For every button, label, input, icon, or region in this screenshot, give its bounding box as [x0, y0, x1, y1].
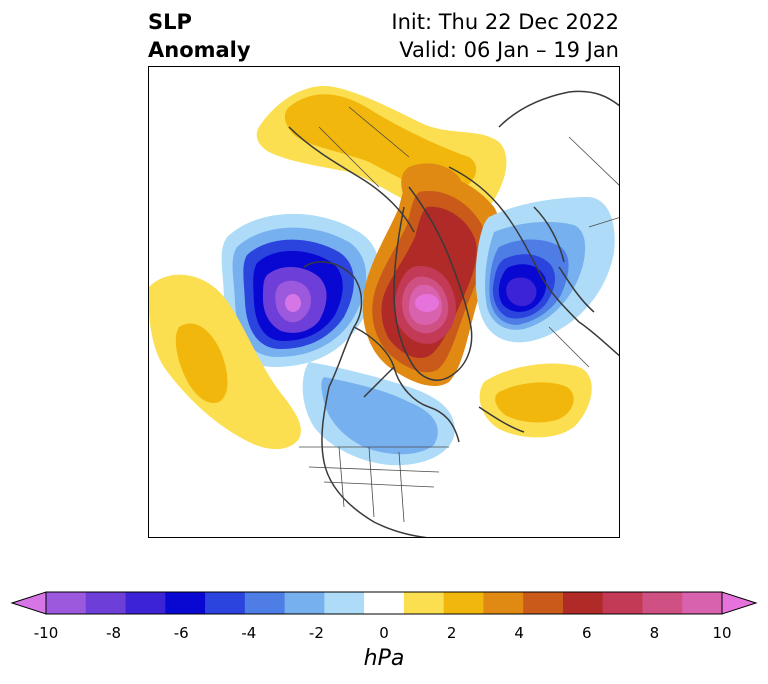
- colorbar: [10, 591, 758, 615]
- country-borders: [299, 106, 619, 523]
- map-panel: [148, 66, 620, 538]
- colorbar-tick-label: 8: [649, 624, 660, 642]
- coastlines: [288, 90, 619, 537]
- colorbar-cell: [602, 592, 643, 614]
- colorbar-tick-label: -2: [308, 624, 324, 642]
- colorbar-tick-label: 4: [514, 624, 524, 642]
- colorbar-cell: [483, 592, 524, 614]
- colorbar-cell: [403, 592, 445, 614]
- colorbar-tick-label: -6: [173, 624, 189, 642]
- colorbar-cell: [205, 592, 246, 614]
- anomaly-map: [149, 67, 619, 537]
- colorbar-cell: [244, 592, 286, 614]
- colorbar-cell: [364, 592, 405, 614]
- colorbar-outline: [45, 591, 723, 615]
- european-low-contours: [475, 197, 615, 343]
- subtropical-pacific-high-contours: [149, 274, 301, 450]
- atlantic-high-contours: [479, 363, 592, 438]
- forecast-dates: Init: Thu 22 Dec 2022 Valid: 06 Jan – 19…: [391, 8, 619, 64]
- colorbar-cell: [165, 592, 206, 614]
- colorbar-cell: [125, 592, 166, 614]
- valid-date: Valid: 06 Jan – 19 Jan: [399, 38, 619, 62]
- colorbar-tick-label: 2: [446, 624, 457, 642]
- title-line-1: SLP: [148, 10, 192, 34]
- colorbar-tick-label: 0: [379, 624, 389, 642]
- colorbar-tick-label: 10: [712, 624, 732, 642]
- colorbar-tick-label: 6: [582, 624, 592, 642]
- init-date: Init: Thu 22 Dec 2022: [391, 10, 619, 34]
- colorbar-cells: [46, 592, 723, 614]
- colorbar-tick-label: -10: [33, 624, 59, 642]
- colorbar-upper-extension: [721, 591, 758, 615]
- north-america-low-contours: [302, 362, 455, 466]
- colorbar-cell: [324, 592, 365, 614]
- chart-title: SLP Anomaly: [148, 8, 251, 64]
- title-line-2: Anomaly: [148, 38, 251, 62]
- colorbar-cell: [46, 592, 87, 614]
- colorbar-cell: [284, 592, 325, 614]
- greenland-high-contours: [362, 173, 501, 387]
- colorbar-cell: [642, 592, 683, 614]
- colorbar-cell: [562, 592, 604, 614]
- colorbar-cell: [523, 592, 564, 614]
- colorbar-lower-extension: [10, 591, 47, 615]
- colorbar-tick-label: -4: [241, 624, 257, 642]
- colorbar-units: hPa: [363, 646, 405, 671]
- colorbar-cell: [682, 592, 723, 614]
- colorbar-cell: [85, 592, 127, 614]
- north-pacific-low-contours: [221, 213, 380, 367]
- colorbar-cell: [443, 592, 484, 614]
- colorbar-tick-label: -8: [106, 624, 122, 642]
